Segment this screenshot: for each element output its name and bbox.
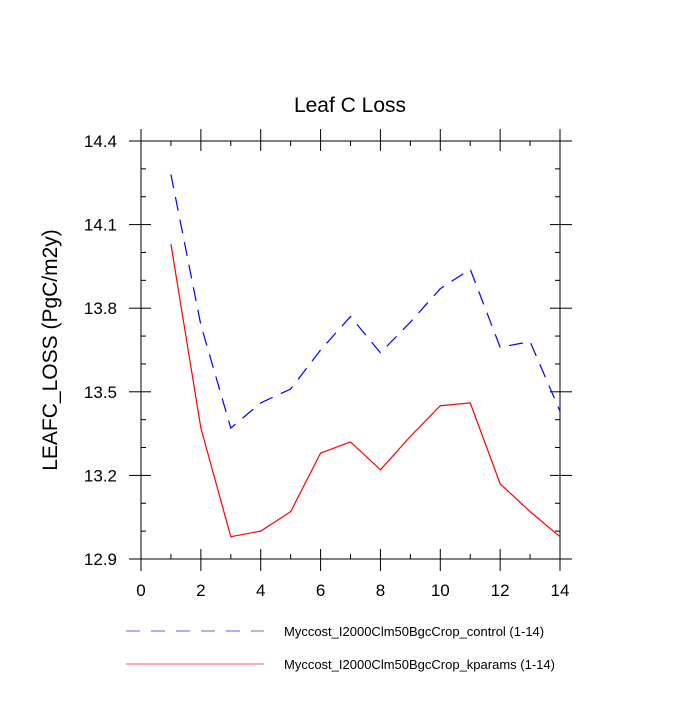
x-tick-label: 0 (136, 581, 145, 600)
y-axis-label: LEAFC_LOSS (PgC/m2y) (39, 229, 62, 471)
series-line-control (170, 174, 561, 430)
y-tick-label: 13.8 (84, 299, 117, 318)
x-tick-label: 4 (256, 581, 265, 600)
y-tick-label: 12.9 (84, 550, 117, 569)
x-tick-label: 12 (491, 581, 510, 600)
x-tick-label: 8 (376, 581, 385, 600)
x-tick-label: 6 (316, 581, 325, 600)
legend-label: Myccost_I2000Clm50BgcCrop_kparams (1-14) (284, 657, 555, 672)
legend-label: Myccost_I2000Clm50BgcCrop_control (1-14) (284, 624, 544, 639)
x-tick-label: 2 (196, 581, 205, 600)
y-tick-label: 13.2 (84, 466, 117, 485)
chart-title: Leaf C Loss (294, 94, 406, 117)
x-tick-label: 10 (431, 581, 450, 600)
x-tick-label: 14 (551, 581, 570, 600)
plot-frame (140, 140, 561, 560)
series-line-kparams (170, 244, 561, 538)
y-tick-label: 14.1 (84, 216, 117, 235)
y-tick-label: 13.5 (84, 383, 117, 402)
y-tick-label: 14.4 (84, 132, 117, 151)
